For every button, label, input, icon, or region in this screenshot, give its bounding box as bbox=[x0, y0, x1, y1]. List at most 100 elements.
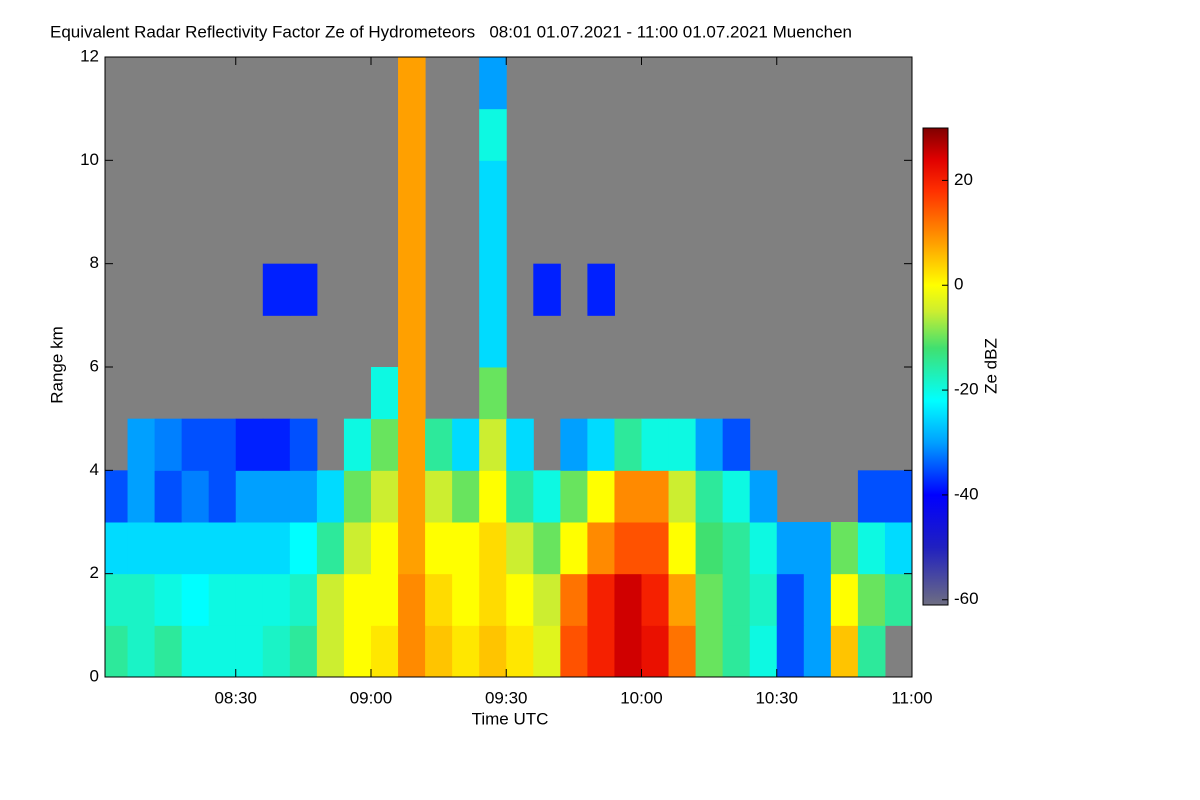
heat-cell bbox=[587, 522, 615, 575]
heat-cell bbox=[343, 418, 372, 471]
heat-cell bbox=[343, 625, 372, 677]
heat-cell bbox=[614, 470, 642, 523]
heat-cell bbox=[506, 470, 534, 523]
heat-cell bbox=[398, 625, 426, 677]
heat-cell bbox=[749, 625, 778, 677]
y-tick-label: 10 bbox=[80, 150, 99, 169]
heat-cell bbox=[506, 418, 534, 471]
heat-cell bbox=[560, 625, 588, 677]
colorbar bbox=[922, 127, 949, 606]
heat-cell bbox=[398, 470, 426, 523]
heat-cell bbox=[479, 315, 507, 368]
heat-cell bbox=[722, 522, 751, 575]
heat-cell bbox=[452, 573, 480, 626]
colorbar-tick-label: -40 bbox=[954, 484, 979, 503]
heat-cell bbox=[127, 573, 156, 626]
heat-cell bbox=[425, 625, 453, 677]
heat-cell bbox=[181, 573, 210, 626]
heat-cell bbox=[208, 625, 237, 677]
heat-cell bbox=[479, 625, 507, 677]
colorbar-tick-label: 0 bbox=[954, 275, 963, 294]
heat-cell bbox=[587, 418, 615, 471]
heat-cell bbox=[452, 522, 480, 575]
heat-cell bbox=[370, 522, 399, 575]
heat-cell bbox=[776, 522, 805, 575]
heat-cell bbox=[668, 418, 697, 471]
y-tick-label: 2 bbox=[90, 563, 99, 582]
heat-cell bbox=[803, 625, 832, 677]
heat-cell bbox=[560, 522, 588, 575]
cells bbox=[105, 57, 912, 677]
colorbar-tick-label: 20 bbox=[954, 170, 973, 189]
heat-cell bbox=[668, 470, 697, 523]
x-tick-label: 11:00 bbox=[891, 688, 932, 707]
heat-cell bbox=[668, 625, 697, 677]
y-tick-label: 12 bbox=[80, 46, 99, 65]
heat-cell bbox=[452, 470, 480, 523]
heat-cell bbox=[506, 625, 534, 677]
heat-cell bbox=[560, 418, 588, 471]
heat-cell bbox=[695, 470, 724, 523]
heat-cell bbox=[235, 573, 264, 626]
heat-cell bbox=[289, 418, 318, 471]
y-axis-label: Range km bbox=[47, 326, 66, 403]
heat-cell bbox=[208, 470, 237, 523]
heat-cell bbox=[289, 573, 318, 626]
heat-cell bbox=[587, 470, 615, 523]
heat-cell bbox=[398, 263, 426, 316]
heat-cell bbox=[235, 522, 264, 575]
heat-cell bbox=[776, 625, 805, 677]
heat-cell bbox=[127, 625, 156, 677]
heat-cell bbox=[641, 625, 670, 677]
heat-cell bbox=[181, 470, 210, 523]
heat-cell bbox=[105, 573, 129, 626]
y-tick-label: 4 bbox=[90, 460, 99, 479]
heat-cell bbox=[479, 160, 507, 213]
heat-cell bbox=[668, 522, 697, 575]
heat-cell bbox=[857, 470, 886, 523]
heat-cell bbox=[722, 573, 751, 626]
heat-cell bbox=[127, 470, 156, 523]
heat-cell bbox=[343, 522, 372, 575]
heat-cell bbox=[695, 522, 724, 575]
heat-cell bbox=[262, 625, 291, 677]
heat-cell bbox=[533, 263, 561, 316]
x-tick-label: 10:00 bbox=[620, 688, 663, 707]
heat-cell bbox=[641, 470, 670, 523]
heat-cell bbox=[830, 522, 859, 575]
heat-cell bbox=[425, 522, 453, 575]
heat-cell bbox=[208, 573, 237, 626]
y-tick-label: 0 bbox=[90, 666, 99, 685]
x-tick-label: 10:30 bbox=[755, 688, 798, 707]
heat-cell bbox=[154, 625, 183, 677]
y-tick-label: 6 bbox=[90, 356, 99, 375]
heat-cell bbox=[695, 625, 724, 677]
heat-cell bbox=[316, 522, 345, 575]
heat-cell bbox=[398, 212, 426, 265]
heat-cell bbox=[235, 418, 264, 471]
heat-cell bbox=[316, 573, 345, 626]
heat-cell bbox=[695, 573, 724, 626]
heat-cell bbox=[127, 522, 156, 575]
heat-cell bbox=[154, 470, 183, 523]
heat-cell bbox=[533, 573, 561, 626]
heat-cell bbox=[370, 573, 399, 626]
heat-cell bbox=[262, 263, 291, 316]
heat-cell bbox=[479, 212, 507, 265]
heat-cell bbox=[587, 263, 615, 316]
heat-cell bbox=[127, 418, 156, 471]
heat-cell bbox=[749, 522, 778, 575]
heat-cell bbox=[452, 418, 480, 471]
heat-cell bbox=[398, 108, 426, 161]
heat-cell bbox=[262, 522, 291, 575]
colorbar-tick-label: -20 bbox=[954, 380, 979, 399]
heat-cell bbox=[181, 522, 210, 575]
heat-cell bbox=[587, 573, 615, 626]
heat-cell bbox=[316, 470, 345, 523]
heat-cell bbox=[830, 625, 859, 677]
x-axis-label: Time UTC bbox=[472, 709, 549, 728]
heat-cell bbox=[884, 522, 912, 575]
heat-cell bbox=[749, 573, 778, 626]
heat-cell bbox=[181, 418, 210, 471]
heat-cell bbox=[370, 625, 399, 677]
